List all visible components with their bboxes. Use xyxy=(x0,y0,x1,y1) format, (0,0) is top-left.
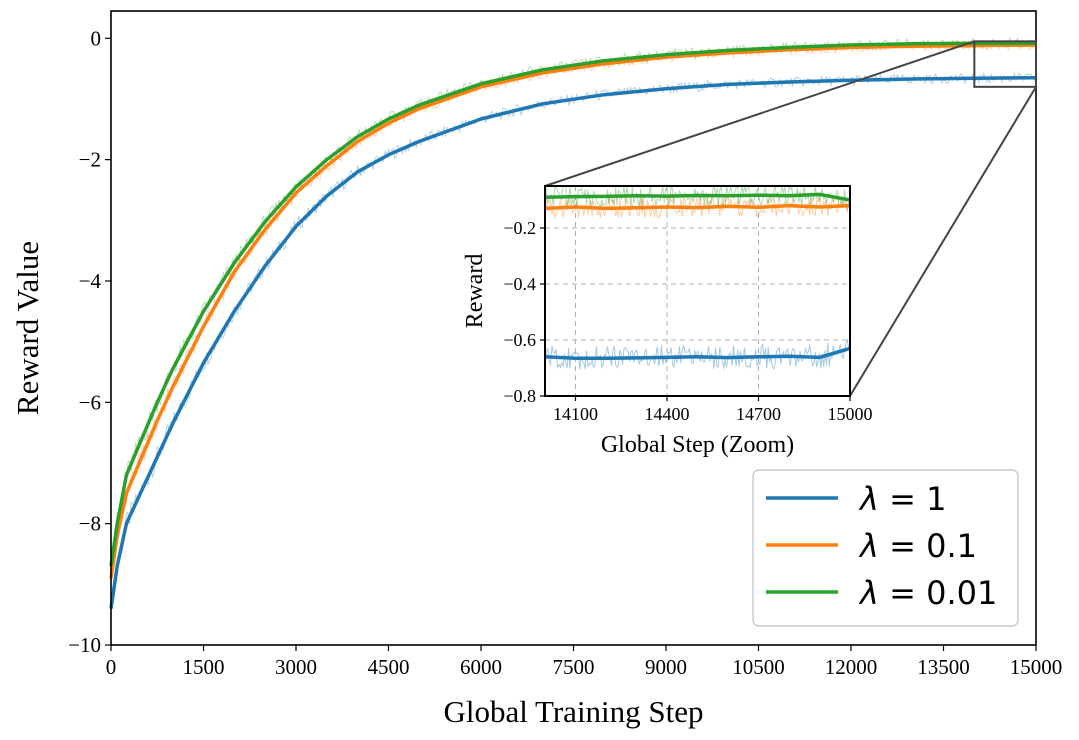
y-axis-title: Reward Value xyxy=(10,241,45,415)
x-axis-title: Global Training Step xyxy=(443,694,703,729)
inset-y-axis-title: Reward xyxy=(462,254,488,329)
inset-y-tick-label: −0.8 xyxy=(503,386,536,406)
zoom-region-box xyxy=(973,40,1037,88)
inset-y-tick-label: −0.4 xyxy=(503,274,536,294)
series-line-2 xyxy=(109,43,1037,579)
x-tick-label: 0 xyxy=(106,655,117,679)
series-line-1 xyxy=(109,75,1037,609)
y-tick-label: 0 xyxy=(91,26,102,50)
x-tick-label: 3000 xyxy=(275,655,317,679)
legend: λ = 1λ = 0.1λ = 0.01 xyxy=(752,469,1019,627)
y-tick-label: −2 xyxy=(79,148,101,172)
y-tick-label: −6 xyxy=(79,390,101,414)
inset-x-tick-label: 15000 xyxy=(828,404,873,424)
x-tick-label: 10500 xyxy=(732,655,785,679)
inset-line-1 xyxy=(544,346,851,360)
legend-label-3: λ = 0.01 xyxy=(858,574,997,612)
y-tick-label: −8 xyxy=(79,512,101,536)
legend-label-2: λ = 0.1 xyxy=(858,527,977,565)
legend-lambda-value: = 1 xyxy=(879,480,947,518)
inset-line-3 xyxy=(544,192,851,202)
inset-x-tick-label: 14100 xyxy=(553,404,598,424)
inset-y-tick-label: −0.2 xyxy=(503,218,536,238)
series-line-3 xyxy=(109,41,1036,567)
zoom-connector-top xyxy=(544,40,975,187)
x-tick-label: 15000 xyxy=(1010,655,1063,679)
inset-y-tick-label: −0.6 xyxy=(503,330,536,350)
legend-lambda-value: = 0.1 xyxy=(879,527,977,565)
x-tick-label: 9000 xyxy=(645,655,687,679)
main-plot-area: 0 1500 3000 4500 6000 7500 9000 10500 12000 13500… xyxy=(10,10,1063,729)
legend-lambda-symbol: λ xyxy=(858,574,879,612)
inset-x-tick-label: 14700 xyxy=(736,404,781,424)
x-tick-label: 4500 xyxy=(368,655,410,679)
inset-background xyxy=(545,186,850,396)
zoom-connector-lines xyxy=(544,40,1037,397)
x-tick-label: 13500 xyxy=(917,655,970,679)
legend-label-1: λ = 1 xyxy=(858,480,946,518)
legend-lambda-symbol: λ xyxy=(858,480,879,518)
zoom-connector-bottom xyxy=(849,86,1037,397)
legend-box xyxy=(752,469,1019,627)
inset-line-2 xyxy=(544,203,851,211)
inset-frame xyxy=(544,185,851,397)
y-tick-label: −4 xyxy=(79,269,102,293)
x-tick-label: 12000 xyxy=(825,655,878,679)
inset-x-tick-label: 14400 xyxy=(645,404,690,424)
x-tick-label: 7500 xyxy=(553,655,595,679)
legend-lambda-symbol: λ xyxy=(858,527,879,565)
x-tick-label: 6000 xyxy=(460,655,502,679)
legend-lambda-value: = 0.01 xyxy=(879,574,997,612)
y-tick-label: −10 xyxy=(68,633,101,657)
inset-x-axis-title: Global Step (Zoom) xyxy=(601,432,794,458)
inset-plot-area: 14100 14400 14700 15000 −0.2 −0.4 −0.6 −0.8 Glob… xyxy=(462,184,873,458)
x-tick-label: 1500 xyxy=(183,655,225,679)
